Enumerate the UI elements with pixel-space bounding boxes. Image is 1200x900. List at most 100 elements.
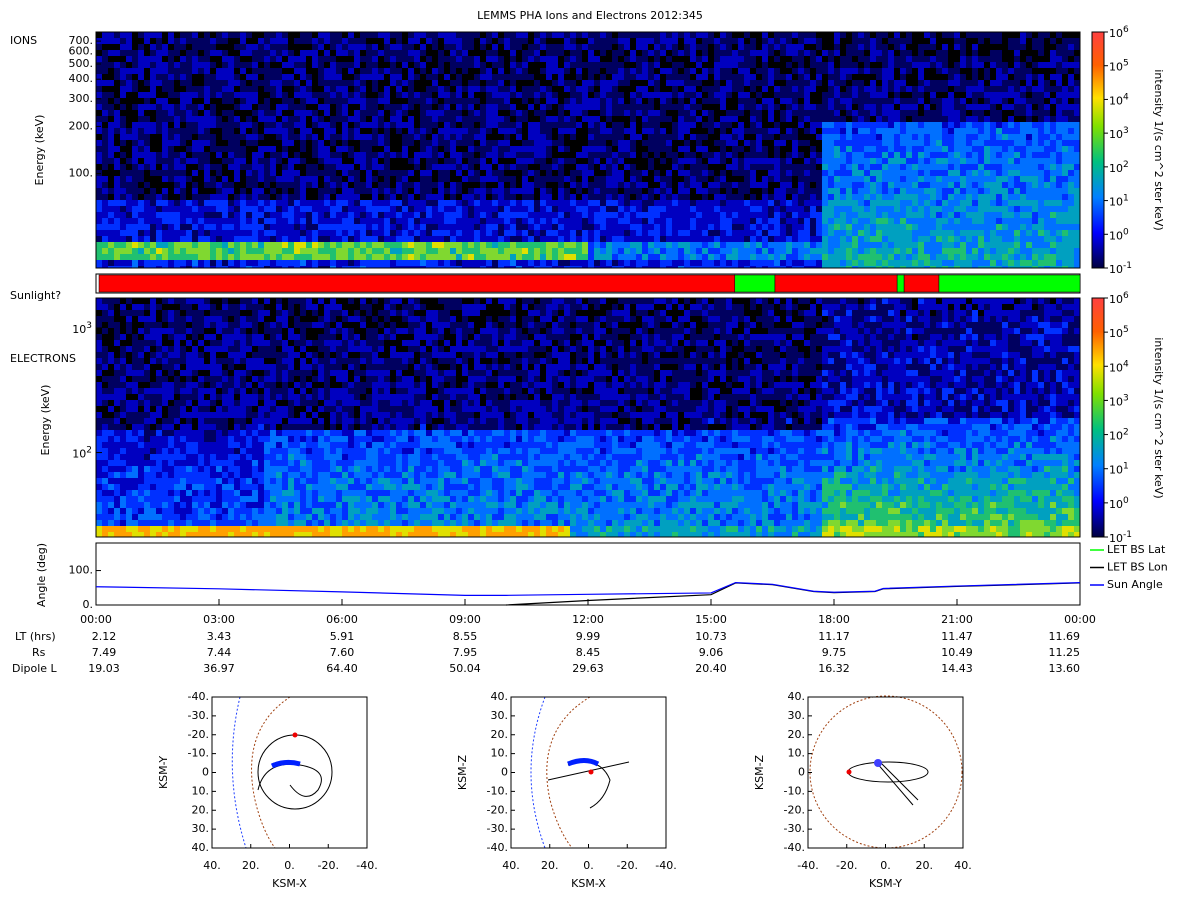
spectrogram-cell bbox=[558, 116, 564, 122]
spectrogram-cell bbox=[948, 146, 954, 152]
spectrogram-cell bbox=[96, 200, 102, 206]
spectrogram-cell bbox=[402, 170, 408, 176]
spectrogram-cell bbox=[816, 104, 822, 110]
spectrogram-cell bbox=[798, 230, 804, 236]
spectrogram-cell bbox=[708, 212, 714, 218]
spectrogram-cell bbox=[528, 158, 534, 164]
spectrogram-cell bbox=[432, 182, 438, 188]
spectrogram-cell bbox=[990, 236, 996, 242]
spectrogram-cell bbox=[456, 224, 462, 230]
spectrogram-cell bbox=[894, 236, 900, 242]
spectrogram-cell bbox=[126, 200, 132, 206]
spectrogram-cell bbox=[852, 44, 858, 50]
spectrogram-cell bbox=[414, 224, 420, 230]
spectrogram-cell bbox=[798, 182, 804, 188]
spectrogram-cell bbox=[132, 212, 138, 218]
spectrogram-cell bbox=[192, 62, 198, 68]
spectrogram-cell bbox=[654, 188, 660, 194]
spectrogram-cell bbox=[756, 128, 762, 134]
spectrogram-cell bbox=[294, 194, 300, 200]
spectrogram-cell bbox=[516, 254, 522, 260]
spectrogram-cell bbox=[546, 188, 552, 194]
spectrogram-cell bbox=[156, 230, 162, 236]
spectrogram-cell bbox=[180, 212, 186, 218]
spectrogram-cell bbox=[276, 152, 282, 158]
spectrogram-cell bbox=[138, 44, 144, 50]
spectrogram-cell bbox=[792, 146, 798, 152]
spectrogram-cell bbox=[558, 158, 564, 164]
spectrogram-cell bbox=[900, 74, 906, 80]
spectrogram-cell bbox=[354, 134, 360, 140]
spectrogram-cell bbox=[744, 182, 750, 188]
spectrogram-cell bbox=[882, 206, 888, 212]
spectrogram-cell bbox=[702, 98, 708, 104]
spectrogram-cell bbox=[546, 206, 552, 212]
spectrogram-cell bbox=[498, 206, 504, 212]
spectrogram-cell bbox=[930, 230, 936, 236]
spectrogram-cell bbox=[132, 218, 138, 224]
spectrogram-cell bbox=[324, 122, 330, 128]
spectrogram-cell bbox=[918, 62, 924, 68]
spectrogram-cell bbox=[138, 212, 144, 218]
spectrogram-cell bbox=[330, 152, 336, 158]
spectrogram-cell bbox=[924, 116, 930, 122]
spectrogram-cell bbox=[834, 212, 840, 218]
spectrogram-cell bbox=[420, 218, 426, 224]
spectrogram-cell bbox=[816, 110, 822, 116]
spectrogram-cell bbox=[120, 206, 126, 212]
spectrogram-cell bbox=[114, 224, 120, 230]
spectrogram-cell bbox=[588, 182, 594, 188]
spectrogram-cell bbox=[612, 98, 618, 104]
spectrogram-cell bbox=[354, 260, 360, 266]
spectrogram-cell bbox=[558, 236, 564, 242]
spectrogram-cell bbox=[786, 236, 792, 242]
spectrogram-cell bbox=[372, 236, 378, 242]
spectrogram-cell bbox=[492, 50, 498, 56]
spectrogram-cell bbox=[168, 206, 174, 212]
spectrogram-cell bbox=[510, 62, 516, 68]
spectrogram-cell bbox=[936, 224, 942, 230]
spectrogram-cell bbox=[540, 68, 546, 74]
spectrogram-cell bbox=[846, 224, 852, 230]
spectrogram-cell bbox=[936, 230, 942, 236]
spectrogram-cell bbox=[624, 206, 630, 212]
spectrogram-cell bbox=[192, 110, 198, 116]
spectrogram-cell bbox=[744, 56, 750, 62]
spectrogram-cell bbox=[612, 194, 618, 200]
spectrogram-cell bbox=[642, 50, 648, 56]
spectrogram-cell bbox=[456, 260, 462, 266]
spectrogram-cell bbox=[924, 266, 930, 268]
spectrogram-cell bbox=[636, 170, 642, 176]
spectrogram-cell bbox=[312, 218, 318, 224]
spectrogram-cell bbox=[588, 116, 594, 122]
spectrogram-cell bbox=[240, 230, 246, 236]
spectrogram-cell bbox=[912, 212, 918, 218]
spectrogram-cell bbox=[570, 266, 576, 268]
spectrogram-cell bbox=[420, 194, 426, 200]
spectrogram-cell bbox=[126, 56, 132, 62]
spectrogram-cell bbox=[552, 230, 558, 236]
spectrogram-cell bbox=[312, 56, 318, 62]
spectrogram-cell bbox=[306, 170, 312, 176]
spectrogram-cell bbox=[936, 188, 942, 194]
spectrogram-cell bbox=[138, 116, 144, 122]
spectrogram-cell bbox=[954, 38, 960, 44]
spectrogram-cell bbox=[108, 230, 114, 236]
spectrogram-cell bbox=[924, 260, 930, 266]
spectrogram-cell bbox=[384, 188, 390, 194]
spectrogram-cell bbox=[180, 80, 186, 86]
spectrogram-cell bbox=[936, 266, 942, 268]
spectrogram-cell bbox=[846, 164, 852, 170]
spectrogram-cell bbox=[936, 62, 942, 68]
spectrogram-cell bbox=[990, 152, 996, 158]
spectrogram-cell bbox=[222, 32, 228, 38]
spectrogram-cell bbox=[420, 188, 426, 194]
spectrogram-cell bbox=[324, 158, 330, 164]
spectrogram-cell bbox=[822, 194, 828, 200]
spectrogram-cell bbox=[420, 254, 426, 260]
spectrogram-cell bbox=[990, 62, 996, 68]
spectrogram-cell bbox=[150, 188, 156, 194]
spectrogram-cell bbox=[150, 164, 156, 170]
spectrogram-cell bbox=[540, 92, 546, 98]
spectrogram-cell bbox=[366, 182, 372, 188]
